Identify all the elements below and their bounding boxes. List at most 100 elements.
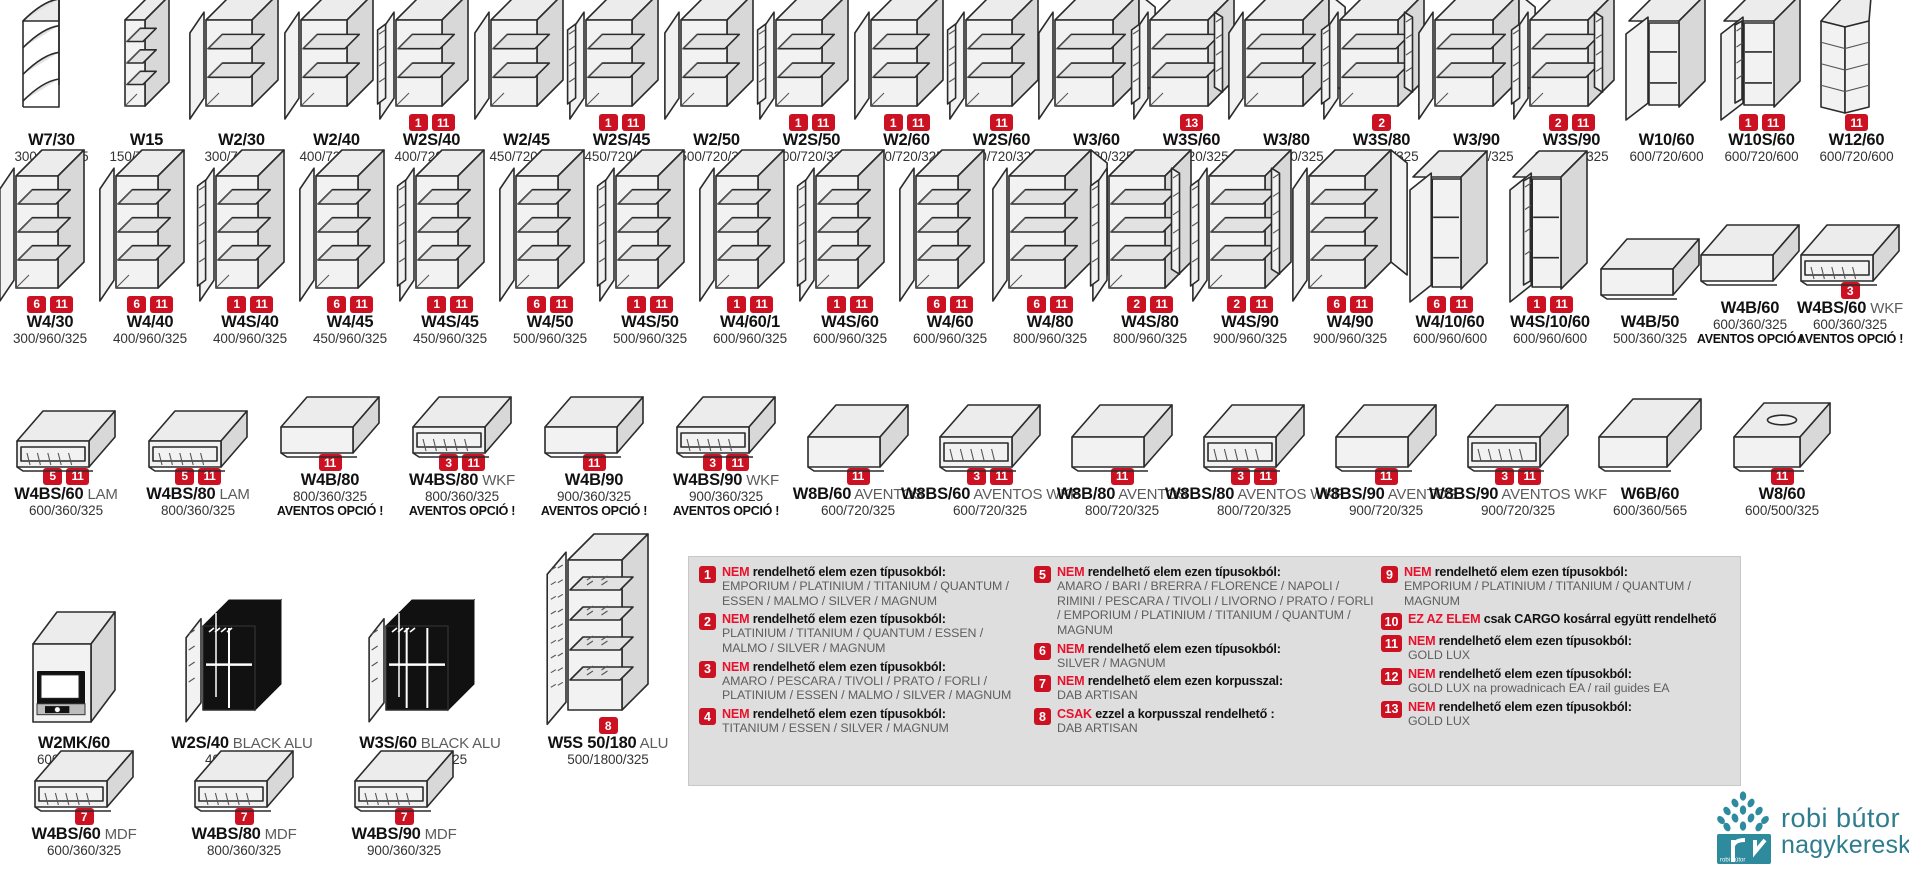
restriction-badge-11[interactable]: 11 xyxy=(990,467,1013,485)
restriction-badge-11[interactable]: 11 xyxy=(198,467,221,485)
restriction-badge-3[interactable]: 3 xyxy=(703,454,722,471)
product-cell[interactable]: 11 W4B/80 800/360/325 AVENTOS OPCIÓ ! xyxy=(264,368,396,519)
restriction-badge-11[interactable]: 11 xyxy=(846,467,870,485)
restriction-badge-11[interactable]: 11 xyxy=(1450,295,1473,313)
product-cell[interactable]: 7 W4BS/90 MDF 900/360/325 xyxy=(324,728,484,859)
product-cell[interactable]: 3 11 W8BS/90 AVENTOS WKF 900/720/325 xyxy=(1429,382,1607,519)
restriction-badge-2[interactable]: 2 xyxy=(1548,114,1568,131)
restriction-badge-11[interactable]: 11 xyxy=(1571,114,1595,131)
product-cell[interactable]: 11 W2S/60 600/720/325 xyxy=(946,0,1049,165)
product-cell[interactable]: W15150/720/325 xyxy=(99,0,194,165)
product-cell[interactable]: 3 11 W8BS/60 AVENTOS WKF 600/720/325 xyxy=(901,382,1079,519)
legend-number-11[interactable]: 11 xyxy=(1381,635,1402,653)
restriction-badge-11[interactable]: 11 xyxy=(1770,467,1794,485)
restriction-badge-8[interactable]: 8 xyxy=(598,717,618,734)
product-cell[interactable]: W10/60 600/720/600 xyxy=(1619,0,1714,165)
restriction-badge-11[interactable]: 11 xyxy=(50,295,73,313)
product-cell[interactable]: 6 11 W4/50 500/960/325 xyxy=(499,148,600,347)
restriction-badge-11[interactable]: 11 xyxy=(582,454,606,471)
product-cell[interactable]: 11 W8/60 600/500/325 xyxy=(1716,382,1848,519)
restriction-badge-2[interactable]: 2 xyxy=(1227,295,1246,313)
product-cell[interactable]: 1 11 W4/60/1 600/960/325 xyxy=(699,148,800,347)
legend-number-12[interactable]: 12 xyxy=(1381,668,1402,686)
restriction-badge-11[interactable]: 11 xyxy=(1350,295,1373,313)
restriction-badge-1[interactable]: 1 xyxy=(1527,295,1546,313)
product-cell[interactable]: 1 11 W10S/60 600/720/600 xyxy=(1714,0,1809,165)
restriction-badge-11[interactable]: 11 xyxy=(1518,467,1541,485)
product-cell[interactable]: 6 11 W4/10/60 600/960/600 xyxy=(1400,149,1500,347)
product-cell[interactable]: 1 11 W2/60 600/720/325 xyxy=(853,0,954,165)
product-cell[interactable]: 3 W4BS/60 WKF 600/360/325 AVENTOS OPCIÓ ! xyxy=(1797,148,1903,347)
product-cell[interactable]: W2/50 500/720/325 xyxy=(663,0,764,165)
restriction-badge-2[interactable]: 2 xyxy=(1372,114,1391,131)
product-cell[interactable]: 6 11 W4/60 600/960/325 xyxy=(899,148,1000,347)
restriction-badge-11[interactable]: 11 xyxy=(350,295,373,313)
restriction-badge-5[interactable]: 5 xyxy=(43,467,62,485)
restriction-badge-6[interactable]: 6 xyxy=(927,295,946,313)
restriction-badge-1[interactable]: 1 xyxy=(883,114,903,131)
restriction-badge-11[interactable]: 11 xyxy=(550,295,573,313)
restriction-badge-11[interactable]: 11 xyxy=(906,114,930,131)
restriction-badge-1[interactable]: 1 xyxy=(227,295,246,313)
legend-number-7[interactable]: 7 xyxy=(1034,675,1051,693)
restriction-badge-1[interactable]: 1 xyxy=(627,295,646,313)
product-cell[interactable]: W3S/60 BLACK ALU600/720/325 xyxy=(340,598,520,768)
legend-number-10[interactable]: 10 xyxy=(1381,613,1402,631)
product-cell[interactable]: 3 11 W8BS/80 AVENTOS WKF 800/720/325 xyxy=(1165,382,1343,519)
restriction-badge-6[interactable]: 6 xyxy=(527,295,546,313)
product-cell[interactable]: W4B/60 600/360/325 AVENTOS OPCIÓ ! xyxy=(1697,148,1803,347)
legend-number-8[interactable]: 8 xyxy=(1034,708,1051,726)
restriction-badge-11[interactable]: 11 xyxy=(1374,467,1398,485)
restriction-badge-6[interactable]: 6 xyxy=(1427,295,1446,313)
restriction-badge-3[interactable]: 3 xyxy=(1231,467,1250,485)
product-cell[interactable]: 2 11 W4S/90 900/960/325 xyxy=(1189,148,1300,347)
restriction-badge-1[interactable]: 1 xyxy=(427,295,446,313)
legend-number-2[interactable]: 2 xyxy=(699,613,716,631)
restriction-badge-11[interactable]: 11 xyxy=(318,454,342,471)
restriction-badge-11[interactable]: 11 xyxy=(621,114,645,131)
restriction-badge-11[interactable]: 11 xyxy=(66,467,89,485)
product-cell[interactable]: 11 W12/60 600/720/600 xyxy=(1809,0,1904,165)
restriction-badge-5[interactable]: 5 xyxy=(175,467,194,485)
product-cell[interactable]: W2S/40 BLACK ALU400/720/325 xyxy=(152,598,332,768)
restriction-badge-2[interactable]: 2 xyxy=(1127,295,1146,313)
restriction-badge-3[interactable]: 3 xyxy=(1495,467,1514,485)
restriction-badge-11[interactable]: 11 xyxy=(1050,295,1073,313)
product-cell[interactable]: W2/45 450/720/325 xyxy=(473,0,574,165)
restriction-badge-11[interactable]: 11 xyxy=(1550,295,1573,313)
restriction-badge-11[interactable]: 11 xyxy=(726,454,749,471)
restriction-badge-1[interactable]: 1 xyxy=(827,295,846,313)
restriction-badge-11[interactable]: 11 xyxy=(431,114,455,131)
restriction-badge-11[interactable]: 11 xyxy=(1761,114,1785,131)
restriction-badge-11[interactable]: 11 xyxy=(990,114,1013,131)
restriction-badge-1[interactable]: 1 xyxy=(598,114,618,131)
legend-number-5[interactable]: 5 xyxy=(1034,566,1051,583)
restriction-badge-11[interactable]: 11 xyxy=(462,454,485,471)
product-cell[interactable]: 3 11 W4BS/80 WKF 800/360/325 AVENTOS OPCIÓ ! xyxy=(396,368,528,519)
restriction-badge-1[interactable]: 1 xyxy=(727,295,746,313)
product-cell[interactable]: 11 W8B/60 AVENTOS 600/720/325 xyxy=(792,382,924,519)
legend-number-4[interactable]: 4 xyxy=(699,708,716,726)
restriction-badge-7[interactable]: 7 xyxy=(394,808,414,825)
restriction-badge-11[interactable]: 11 xyxy=(1150,295,1173,313)
restriction-badge-11[interactable]: 11 xyxy=(450,295,473,313)
restriction-badge-6[interactable]: 6 xyxy=(27,295,46,313)
restriction-badge-11[interactable]: 11 xyxy=(850,295,873,313)
product-cell[interactable]: 1 11 W2S/50 500/720/325 xyxy=(756,0,859,165)
restriction-badge-11[interactable]: 11 xyxy=(150,295,173,313)
product-cell[interactable]: 11 W8BS/90 AVENTOS 900/720/325 xyxy=(1315,382,1457,519)
product-cell[interactable]: 6 11 W4/30 300/960/325 xyxy=(0,148,100,347)
restriction-badge-7[interactable]: 7 xyxy=(234,808,254,825)
product-cell[interactable]: 3 11 W4BS/90 WKF 900/360/325 AVENTOS OPCIÓ ! xyxy=(660,368,792,519)
restriction-badge-7[interactable]: 7 xyxy=(74,808,94,825)
restriction-badge-11[interactable]: 11 xyxy=(1110,467,1134,485)
product-cell[interactable]: 11 W4B/90 900/360/325 AVENTOS OPCIÓ ! xyxy=(528,368,660,519)
restriction-badge-11[interactable]: 11 xyxy=(250,295,273,313)
restriction-badge-6[interactable]: 6 xyxy=(1027,295,1046,313)
